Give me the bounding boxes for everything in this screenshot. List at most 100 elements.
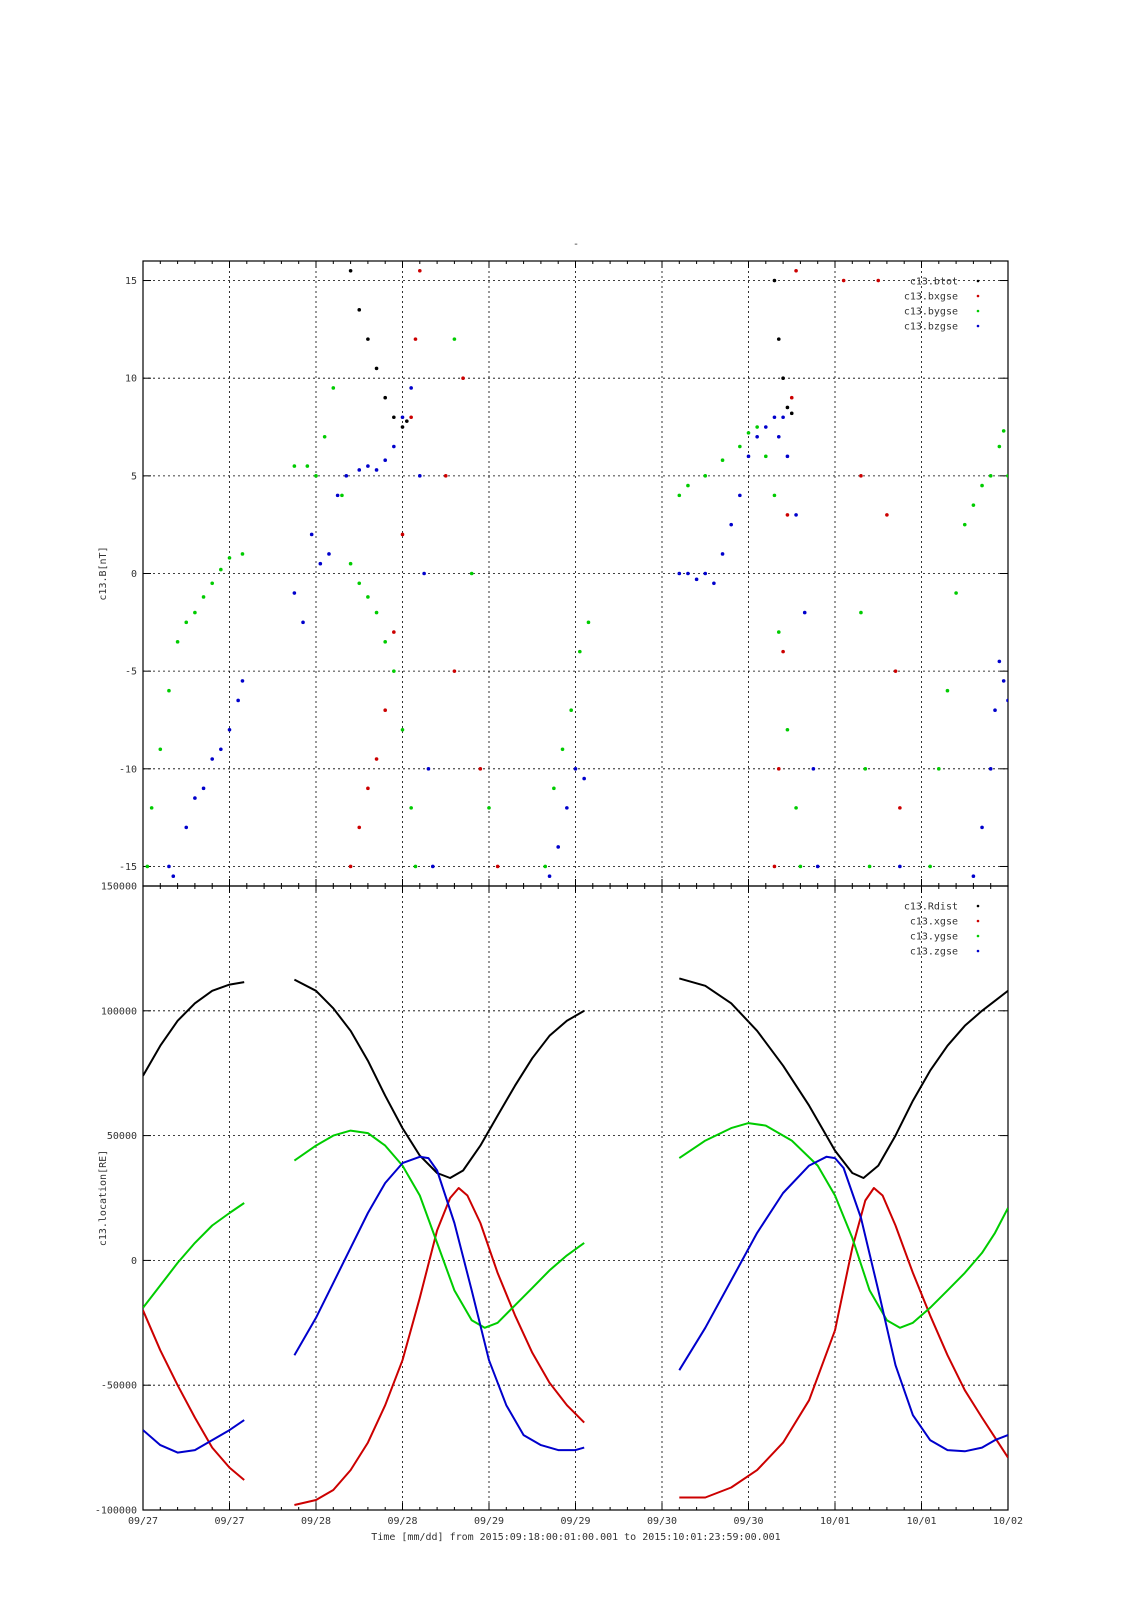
data-point bbox=[318, 561, 323, 566]
data-point bbox=[962, 522, 967, 527]
data-point bbox=[746, 431, 751, 435]
data-point bbox=[193, 610, 197, 615]
series-line bbox=[293, 978, 585, 1179]
x-tick-label: 09/27 bbox=[214, 1516, 244, 1527]
y-tick-label: 150000 bbox=[101, 882, 137, 893]
data-point bbox=[366, 786, 370, 791]
data-point bbox=[383, 458, 388, 463]
data-point bbox=[798, 864, 803, 869]
legend-label: c13.btot bbox=[910, 277, 958, 288]
y-axis-label: c13.B[nT] bbox=[98, 546, 109, 600]
legend-label: c13.xgse bbox=[910, 917, 958, 928]
y-tick-label: 0 bbox=[131, 569, 137, 580]
legend-label: c13.Rdist bbox=[904, 902, 958, 913]
data-point bbox=[885, 513, 889, 517]
x-tick-label: 09/29 bbox=[474, 1516, 504, 1527]
data-point bbox=[971, 503, 976, 507]
data-point bbox=[997, 444, 1002, 449]
data-point bbox=[487, 806, 491, 810]
series-c13-btot bbox=[348, 268, 794, 429]
data-point bbox=[815, 864, 820, 869]
data-point bbox=[383, 640, 388, 644]
data-point bbox=[841, 278, 846, 283]
data-point bbox=[789, 395, 794, 400]
data-point bbox=[997, 659, 1002, 664]
x-tick-label: 10/02 bbox=[993, 1516, 1023, 1527]
series-line bbox=[678, 1155, 1008, 1453]
data-point bbox=[357, 825, 362, 830]
data-point bbox=[184, 825, 189, 830]
data-point bbox=[348, 864, 353, 869]
data-point bbox=[776, 630, 781, 634]
data-point bbox=[772, 493, 777, 498]
series-line bbox=[143, 1309, 245, 1481]
data-point bbox=[158, 747, 163, 752]
data-point bbox=[452, 337, 457, 341]
data-point bbox=[201, 595, 206, 599]
data-point bbox=[954, 591, 958, 595]
data-point bbox=[755, 425, 759, 429]
data-point bbox=[240, 679, 245, 683]
data-point bbox=[383, 708, 388, 713]
data-point bbox=[573, 767, 578, 771]
x-tick-label: 09/28 bbox=[301, 1516, 331, 1527]
data-point bbox=[392, 669, 396, 673]
data-point bbox=[764, 425, 768, 429]
data-point bbox=[175, 640, 180, 644]
data-point bbox=[859, 474, 863, 478]
data-point bbox=[569, 708, 573, 713]
data-point bbox=[1011, 503, 1015, 507]
data-point bbox=[219, 747, 223, 752]
x-tick-label: 09/29 bbox=[560, 1516, 590, 1527]
data-point bbox=[776, 337, 781, 341]
b-field-panel: -15 -10 -5 0 5 10 15 c13.B[nT] c13.btot c13.bxgse… bbox=[98, 260, 1015, 887]
legend-label: c13.bxgse bbox=[904, 292, 958, 303]
data-point bbox=[392, 630, 396, 634]
data-point bbox=[556, 845, 560, 849]
data-point bbox=[413, 864, 418, 869]
data-point bbox=[292, 591, 297, 595]
data-point bbox=[712, 581, 716, 586]
data-point bbox=[327, 552, 331, 556]
data-point bbox=[400, 425, 405, 429]
series-line bbox=[678, 1122, 1008, 1329]
series-line bbox=[679, 977, 1008, 1179]
data-point bbox=[893, 669, 898, 673]
y-tick-label: 0 bbox=[131, 1256, 137, 1267]
legend-marker bbox=[976, 309, 980, 313]
data-point bbox=[443, 474, 448, 478]
legend-marker bbox=[976, 919, 980, 923]
x-tick-label: 10/01 bbox=[820, 1516, 850, 1527]
data-point bbox=[418, 268, 422, 273]
series-line bbox=[143, 981, 245, 1077]
data-point bbox=[928, 864, 932, 869]
y-tick-label: -50000 bbox=[101, 1381, 137, 1392]
data-point bbox=[357, 468, 362, 472]
data-point bbox=[794, 513, 798, 517]
data-point bbox=[409, 415, 413, 420]
x-tick-label: 09/30 bbox=[647, 1516, 677, 1527]
figure-title: - bbox=[573, 239, 579, 250]
data-point bbox=[988, 767, 993, 771]
data-point bbox=[392, 444, 396, 449]
data-point bbox=[980, 825, 984, 830]
series-c13-bygse bbox=[145, 337, 1015, 869]
data-point bbox=[145, 864, 150, 869]
data-point bbox=[547, 874, 552, 879]
data-point bbox=[383, 395, 388, 400]
data-point bbox=[729, 522, 733, 527]
y-tick-label: -5 bbox=[125, 667, 137, 678]
data-point bbox=[582, 776, 586, 781]
data-point bbox=[409, 386, 413, 390]
data-point bbox=[348, 268, 353, 273]
series-c13-xgse bbox=[143, 1187, 1008, 1506]
data-point bbox=[867, 864, 872, 869]
data-point bbox=[552, 786, 556, 791]
legend-marker bbox=[976, 279, 980, 283]
data-point bbox=[937, 767, 941, 771]
data-point bbox=[565, 806, 569, 810]
legend-marker bbox=[976, 934, 980, 938]
data-point bbox=[309, 532, 314, 537]
data-point bbox=[374, 366, 379, 371]
x-axis-label: Time [mm/dd] from 2015:09:18:00:01:00.00… bbox=[371, 1532, 780, 1543]
